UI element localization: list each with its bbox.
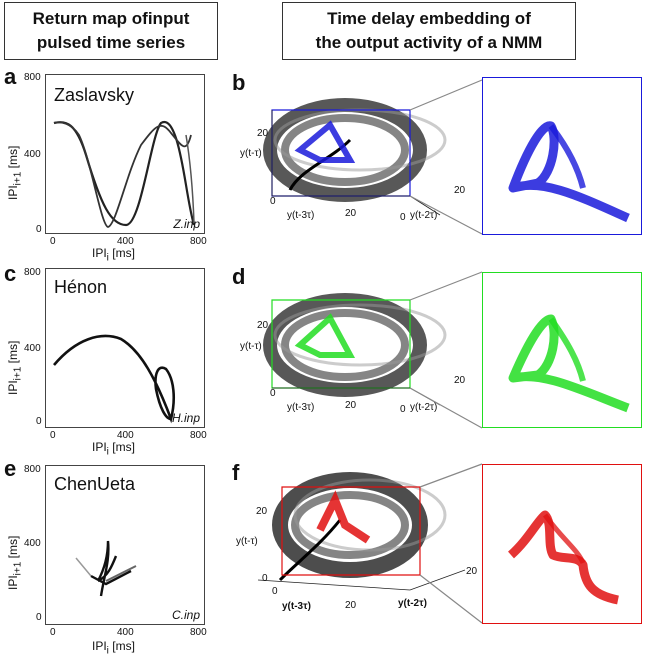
series-name: Zaslavsky bbox=[54, 85, 135, 105]
tick-20: 20 bbox=[466, 566, 478, 577]
xtick: 800 bbox=[190, 627, 207, 638]
attractor-b bbox=[263, 98, 447, 202]
xtick: 400 bbox=[117, 236, 134, 247]
x-axis-label-unit: [ms] bbox=[108, 246, 135, 260]
zoom-panel-d bbox=[482, 272, 642, 428]
zoom-shape-f bbox=[507, 510, 620, 605]
panel-letter-f: f bbox=[232, 460, 240, 485]
tick-20: 20 bbox=[257, 320, 269, 331]
header-left: Return map ofinput pulsed time series bbox=[4, 2, 218, 60]
tick-0: 0 bbox=[400, 404, 406, 415]
ytau-label: y(t-τ) bbox=[240, 341, 262, 352]
panel-letter-c: c bbox=[4, 261, 17, 286]
x-axis-label: IPIi [ms] bbox=[92, 246, 135, 263]
ytick: 400 bbox=[24, 343, 41, 354]
y3tau-label: y(t-3τ) bbox=[287, 402, 315, 413]
ytick: 0 bbox=[36, 224, 42, 235]
zoom-panel-b bbox=[482, 77, 642, 235]
tick-20: 20 bbox=[454, 185, 466, 196]
ytick: 0 bbox=[36, 612, 42, 623]
ytau-label: y(t-τ) bbox=[236, 536, 258, 547]
panel-letter-b: b bbox=[232, 70, 246, 95]
y3tau-label: y(t-3τ) bbox=[282, 601, 311, 612]
tick-0: 0 bbox=[262, 573, 268, 584]
panel-letter-e: e bbox=[4, 456, 17, 481]
panel-letter-d: d bbox=[232, 264, 246, 289]
tick-0: 0 bbox=[270, 388, 276, 399]
return-map-zaslavsky-curves bbox=[53, 120, 196, 228]
ytick: 400 bbox=[24, 149, 41, 160]
ytick: 400 bbox=[24, 538, 41, 549]
x-axis-label: IPIi [ms] bbox=[92, 440, 135, 457]
y2tau-label: y(t-2τ) bbox=[410, 402, 438, 413]
tick-20: 20 bbox=[256, 506, 268, 517]
tick-20: 20 bbox=[454, 375, 466, 386]
xtick: 0 bbox=[50, 627, 56, 638]
xtick: 400 bbox=[117, 430, 134, 441]
x-axis-label-unit: [ms] bbox=[108, 440, 135, 454]
xtick: 0 bbox=[50, 236, 56, 247]
x-axis-label-text: IPI bbox=[92, 639, 107, 653]
zoom-shape-d bbox=[508, 314, 630, 413]
y2tau-label: y(t-2τ) bbox=[398, 598, 427, 609]
x-axis-label: IPIi [ms] bbox=[92, 639, 135, 656]
xtick: 800 bbox=[190, 236, 207, 247]
xtick: 0 bbox=[50, 430, 56, 441]
header-right: Time delay embedding of the output activ… bbox=[282, 2, 576, 60]
input-label: Z.inp bbox=[173, 217, 200, 231]
ytick: 800 bbox=[24, 464, 41, 475]
ytau-label: y(t-τ) bbox=[240, 148, 262, 159]
header-left-line2: pulsed time series bbox=[36, 33, 186, 52]
series-name: Hénon bbox=[54, 277, 108, 297]
xtick: 800 bbox=[190, 430, 207, 441]
input-label: C.inp bbox=[171, 608, 200, 622]
tick-20: 20 bbox=[257, 128, 269, 139]
x-axis-label-text: IPI bbox=[92, 440, 107, 454]
panel-letter-a: a bbox=[4, 64, 17, 89]
return-map-henon: Hénon H.inp bbox=[45, 268, 205, 428]
series-name: ChenUeta bbox=[54, 474, 136, 494]
ytick: 800 bbox=[24, 72, 41, 83]
y2tau-label: y(t-2τ) bbox=[410, 210, 438, 221]
x-axis-label-sub: i bbox=[106, 446, 109, 458]
tick-0: 0 bbox=[272, 586, 278, 597]
tick-0: 0 bbox=[400, 212, 406, 223]
ytick: 0 bbox=[36, 416, 42, 427]
return-map-zaslavsky: Zaslavsky Z.inp bbox=[45, 74, 205, 234]
xtick: 400 bbox=[117, 627, 134, 638]
return-map-chenueta: ChenUeta C.inp bbox=[45, 465, 205, 625]
x-axis-label-sub: i bbox=[106, 645, 109, 657]
y3tau-label: y(t-3τ) bbox=[287, 210, 315, 221]
zoom-panel-f bbox=[482, 464, 642, 624]
return-map-chenueta-curves bbox=[75, 540, 137, 597]
tick-20: 20 bbox=[345, 208, 357, 219]
x-axis-label-unit: [ms] bbox=[108, 639, 135, 653]
x-axis-label-sub: i bbox=[106, 252, 109, 264]
input-label: H.inp bbox=[171, 411, 200, 425]
tick-20: 20 bbox=[345, 400, 357, 411]
return-map-henon-curves bbox=[53, 334, 176, 424]
zoom-shape-b bbox=[508, 121, 630, 223]
ytick: 800 bbox=[24, 267, 41, 278]
header-left-line1: Return map ofinput bbox=[32, 9, 190, 28]
header-right-line2: the output activity of a NMM bbox=[315, 33, 543, 52]
tick-20: 20 bbox=[345, 600, 357, 611]
tick-0: 0 bbox=[270, 196, 276, 207]
header-right-line1: Time delay embedding of bbox=[327, 9, 531, 28]
x-axis-label-text: IPI bbox=[92, 246, 107, 260]
